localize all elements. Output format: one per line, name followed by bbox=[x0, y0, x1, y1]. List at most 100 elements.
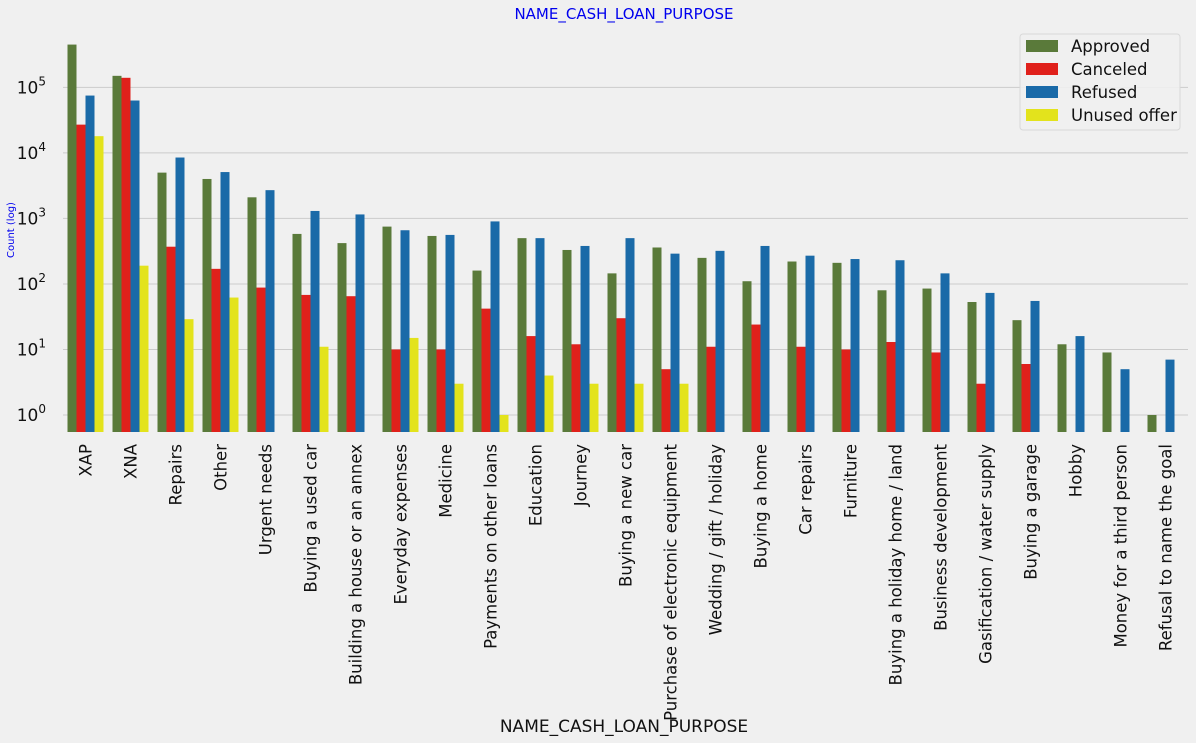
bar-approved bbox=[472, 270, 482, 432]
y-tick-label: 105 bbox=[17, 74, 46, 98]
bar-approved bbox=[157, 172, 167, 432]
x-tick-label: Buying a new car bbox=[617, 444, 636, 587]
x-tick-label: Buying a used car bbox=[302, 444, 321, 593]
y-tick-label: 100 bbox=[17, 402, 46, 426]
bar-refused bbox=[760, 245, 770, 432]
bar-canceled bbox=[211, 268, 221, 432]
x-tick-label: Furniture bbox=[842, 444, 861, 518]
bar-unused-offer bbox=[589, 383, 599, 432]
x-tick-label: Wedding / gift / holiday bbox=[707, 444, 726, 635]
bar-approved bbox=[202, 178, 212, 432]
bar-refused bbox=[985, 292, 995, 432]
x-tick-label: Other bbox=[212, 444, 231, 491]
bar-approved bbox=[247, 197, 257, 432]
bar-approved bbox=[652, 247, 662, 432]
bar-canceled bbox=[121, 77, 131, 432]
bar-canceled bbox=[481, 308, 491, 432]
y-tick-label: 102 bbox=[17, 271, 46, 295]
bar-unused-offer bbox=[319, 346, 329, 432]
x-tick-label: Buying a holiday home / land bbox=[887, 444, 906, 685]
bar-refused bbox=[715, 250, 725, 432]
legend-swatch bbox=[1026, 86, 1058, 98]
legend-swatch bbox=[1026, 109, 1058, 121]
x-tick-label: Money for a third person bbox=[1112, 444, 1131, 648]
x-tick-label: Car repairs bbox=[797, 444, 816, 535]
bar-approved bbox=[787, 261, 797, 432]
bar-canceled bbox=[166, 246, 176, 432]
bar-refused bbox=[355, 214, 365, 432]
bar-canceled bbox=[751, 324, 761, 432]
y-axis-label: Count (log) bbox=[6, 202, 17, 258]
bar-canceled bbox=[571, 344, 581, 432]
bar-approved bbox=[112, 75, 122, 432]
chart-title: NAME_CASH_LOAN_PURPOSE bbox=[514, 5, 733, 24]
bar-unused-offer bbox=[409, 337, 419, 432]
x-tick-label: Purchase of electronic equipment bbox=[662, 443, 681, 720]
legend-label: Approved bbox=[1071, 37, 1150, 56]
bar-canceled bbox=[841, 349, 851, 432]
bar-canceled bbox=[976, 383, 986, 432]
bar-refused bbox=[1030, 300, 1040, 432]
bar-approved bbox=[517, 238, 527, 432]
x-tick-label: Buying a home bbox=[752, 444, 771, 568]
x-tick-label: Education bbox=[527, 444, 546, 526]
bar-refused bbox=[445, 234, 455, 432]
bars bbox=[67, 44, 1175, 433]
x-tick-label: Payments on other loans bbox=[482, 444, 501, 649]
bar-approved bbox=[427, 235, 437, 432]
x-tick-label: Hobby bbox=[1067, 444, 1086, 497]
bar-approved bbox=[697, 257, 707, 432]
bar-refused bbox=[490, 221, 500, 432]
bar-canceled bbox=[436, 349, 446, 432]
bar-unused-offer bbox=[139, 265, 149, 432]
x-tick-label: Buying a garage bbox=[1022, 444, 1041, 580]
bar-refused bbox=[85, 95, 95, 432]
x-tick-label: Gasification / water supply bbox=[977, 444, 996, 664]
legend-label: Unused offer bbox=[1071, 106, 1177, 125]
x-tick-label: Building a house or an annex bbox=[347, 444, 366, 685]
bar-unused-offer bbox=[94, 136, 104, 432]
bar-refused bbox=[400, 230, 410, 432]
bar-canceled bbox=[526, 336, 536, 432]
x-axis-label: NAME_CASH_LOAN_PURPOSE bbox=[500, 717, 748, 737]
bar-approved bbox=[1147, 414, 1157, 432]
y-tick-label: 103 bbox=[17, 205, 46, 229]
bar-canceled bbox=[706, 346, 716, 432]
legend-swatch bbox=[1026, 63, 1058, 75]
bar-approved bbox=[877, 290, 887, 432]
bar-approved bbox=[742, 281, 752, 432]
legend-swatch bbox=[1026, 40, 1058, 52]
bar-refused bbox=[850, 259, 860, 432]
bar-refused bbox=[535, 238, 545, 432]
bar-refused bbox=[175, 157, 185, 432]
bar-canceled bbox=[616, 318, 626, 432]
bar-refused bbox=[805, 255, 815, 432]
bar-canceled bbox=[661, 369, 671, 432]
bar-unused-offer bbox=[454, 383, 464, 432]
bar-approved bbox=[1102, 352, 1112, 432]
legend-label: Canceled bbox=[1071, 60, 1148, 79]
bar-refused bbox=[1120, 369, 1130, 432]
x-tick-label: Business development bbox=[932, 443, 951, 630]
bar-canceled bbox=[256, 287, 266, 432]
bar-refused bbox=[670, 253, 680, 432]
bar-unused-offer bbox=[184, 319, 194, 432]
bar-approved bbox=[1012, 320, 1022, 432]
y-tick-labels: 100 101 102 103 104 105 bbox=[17, 74, 46, 426]
bar-approved bbox=[67, 44, 77, 432]
bar-approved bbox=[562, 249, 572, 432]
y-tick-label: 101 bbox=[17, 336, 46, 360]
x-tick-label: Medicine bbox=[437, 444, 456, 518]
bar-approved bbox=[382, 226, 392, 432]
legend-label: Refused bbox=[1071, 83, 1137, 102]
bar-canceled bbox=[301, 294, 311, 432]
bar-canceled bbox=[1021, 364, 1031, 432]
x-tick-label: Journey bbox=[572, 444, 591, 508]
x-tick-label: Everyday expenses bbox=[392, 444, 411, 605]
bar-refused bbox=[580, 245, 590, 432]
x-tick-label: Repairs bbox=[167, 444, 186, 505]
bar-refused bbox=[1075, 336, 1085, 432]
bar-unused-offer bbox=[679, 383, 689, 432]
bar-canceled bbox=[886, 341, 896, 432]
